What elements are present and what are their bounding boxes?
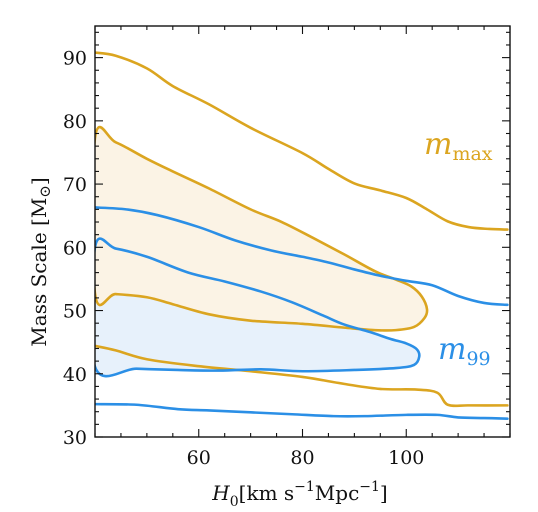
series-label-m-99: m99 — [438, 332, 491, 370]
contour-outer-upper-m-max — [95, 51, 509, 231]
y-tick-label: 90 — [63, 48, 87, 70]
x-axis-units-superscript-1: −1 — [294, 479, 315, 495]
x-axis-units-open: [km s — [239, 481, 295, 505]
y-axis-sun-symbol: ⊙ — [36, 185, 54, 198]
series-label-m-max: mmax — [424, 127, 493, 165]
series-label-m-99-main: m — [438, 332, 466, 367]
x-axis-symbol: H — [211, 481, 230, 505]
y-tick-label: 60 — [63, 237, 87, 259]
contour-outer-upper-m-99 — [95, 206, 509, 307]
y-tick-label: 40 — [63, 364, 87, 386]
x-axis-units-superscript-2: −1 — [359, 479, 380, 495]
x-axis-units-close: ] — [380, 481, 388, 505]
series-label-m-max-sub: max — [452, 143, 492, 165]
contour-outer-lower-m-99 — [95, 402, 509, 420]
y-tick-label: 50 — [63, 301, 87, 323]
x-axis-label: H0[km s−1Mpc−1] — [211, 479, 387, 510]
y-axis-label-text: Mass Scale [M — [27, 198, 51, 347]
y-axis-label: Mass Scale [M⊙] — [27, 177, 54, 346]
plot-area — [95, 51, 509, 420]
axis-ticks — [94, 26, 511, 438]
series-label-m-max-main: m — [424, 127, 452, 162]
y-tick-label: 30 — [63, 427, 87, 449]
y-tick-label: 80 — [63, 111, 87, 133]
x-axis-units-mid: Mpc — [315, 481, 359, 505]
x-axis-symbol-subscript: 0 — [230, 494, 239, 510]
contour-inner-m-99 — [95, 237, 421, 378]
y-tick-label: 70 — [63, 174, 87, 196]
x-tick-label: 100 — [388, 447, 424, 469]
tick-labels: 60 80 100 30 40 50 60 70 80 90 — [63, 48, 425, 469]
contour-inner-m-max — [95, 126, 429, 332]
contour-outer-lower-m-max — [95, 344, 509, 408]
series-label-m-99-sub: 99 — [466, 348, 490, 370]
contour-fill-m-max — [95, 127, 428, 331]
x-tick-label: 80 — [290, 447, 314, 469]
y-axis-label-close: ] — [27, 177, 51, 185]
x-tick-label: 60 — [187, 447, 211, 469]
